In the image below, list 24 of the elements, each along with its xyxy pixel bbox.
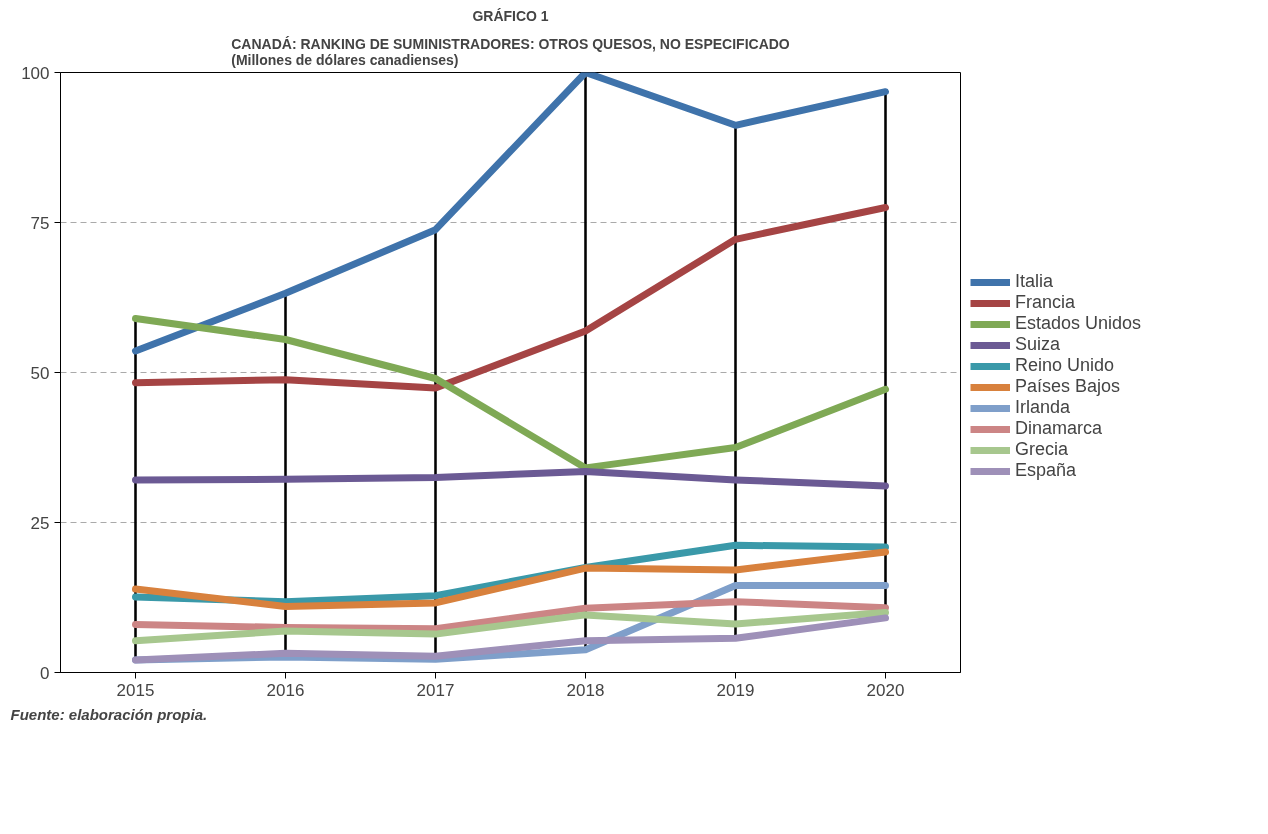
y-tick-label: 50 [30, 363, 50, 383]
chart-subtitle: CANADÁ: RANKING DE SUMINISTRADORES: OTROS QUESOS, NO ESPECIFICADO (Millones de dólares canadienses) [231, 35, 790, 68]
x-tick-label: 2020 [866, 680, 905, 700]
legend-label: Francia [1015, 292, 1076, 313]
y-tick-label: 100 [21, 63, 50, 83]
x-tick-label: 2019 [716, 680, 755, 700]
legend-label: Reino Unido [1015, 355, 1115, 376]
x-tick-label: 2016 [266, 680, 305, 700]
legend-label: Suiza [1015, 334, 1061, 355]
chart-title: GRÁFICO 1 [472, 7, 549, 24]
x-tick-label: 2017 [416, 680, 455, 700]
legend-label: Irlanda [1015, 397, 1071, 418]
legend-label: España [1015, 460, 1077, 481]
y-tick-label: 25 [30, 513, 50, 533]
source-note: Fuente: elaboración propia. [10, 705, 208, 723]
x-tick-label: 2015 [116, 680, 155, 700]
legend-label: Países Bajos [1015, 376, 1121, 397]
legend-label: Estados Unidos [1015, 313, 1142, 334]
y-tick-label: 0 [40, 663, 50, 683]
legend-label: Italia [1015, 271, 1054, 292]
x-tick-label: 2018 [566, 680, 605, 700]
legend-label: Grecia [1015, 439, 1069, 460]
y-tick-label: 75 [30, 213, 50, 233]
legend-label: Dinamarca [1015, 418, 1103, 439]
